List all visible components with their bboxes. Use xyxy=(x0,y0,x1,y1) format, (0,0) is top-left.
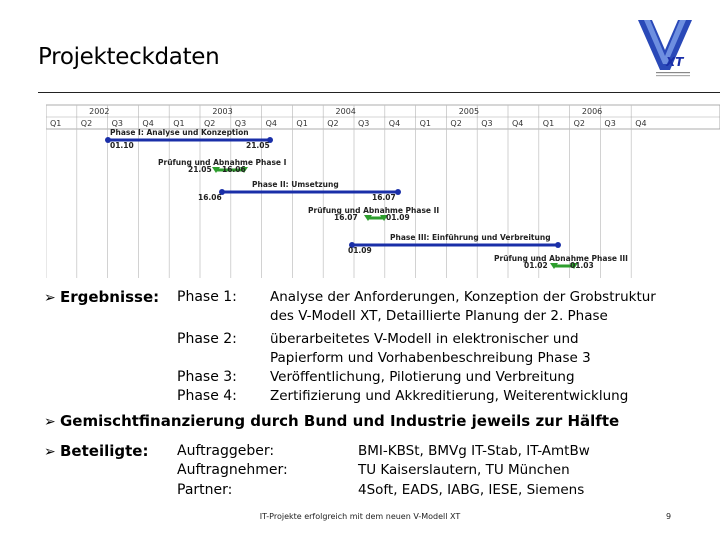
phase-bar-end xyxy=(267,137,273,143)
quarter-label: Q3 xyxy=(235,119,246,128)
ergebnisse-label: Ergebnisse: xyxy=(60,288,160,306)
phase-4-text: Zertifizierung und Akkreditierung, Weite… xyxy=(270,388,629,404)
phase-2-text-line-2: Papierform und Vorhabenbeschreibung Phas… xyxy=(270,350,591,366)
phase-bar-end xyxy=(395,189,401,195)
quarter-label: Q1 xyxy=(50,119,61,128)
partner-role: Partner: xyxy=(177,482,233,498)
phase-1-text-line-1: Analyse der Anforderungen, Konzeption de… xyxy=(270,289,656,305)
quarter-label: Q1 xyxy=(173,119,184,128)
quarter-label: Q1 xyxy=(296,119,307,128)
phase-end-date: 16.06 xyxy=(222,165,246,174)
phase-3-name: Phase 3: xyxy=(177,369,237,385)
milestone-marker xyxy=(240,167,248,173)
year-label: 2005 xyxy=(459,107,479,116)
milestone-marker xyxy=(570,263,578,269)
beteiligte-section: ➢ Beteiligte: xyxy=(44,442,148,462)
phase-4-name: Phase 4: xyxy=(177,388,237,404)
phase-label: Phase II: Umsetzung xyxy=(252,180,339,189)
quarter-label: Q2 xyxy=(81,119,92,128)
year-label: 2006 xyxy=(582,107,602,116)
milestone-marker xyxy=(364,215,372,221)
beteiligte-label: Beteiligte: xyxy=(60,442,149,460)
partner-value: 4Soft, EADS, IABG, IESE, Siemens xyxy=(358,482,585,498)
phase-1-text-line-2: des V-Modell XT, Detaillierte Planung de… xyxy=(270,308,608,324)
timeline-bars: Phase I: Analyse und Konzeption 01.10 21.0… xyxy=(105,128,628,270)
phase-end-date: 01.03 xyxy=(570,261,594,270)
milestone-marker xyxy=(550,263,558,269)
auftraggeber-role: Auftraggeber: xyxy=(177,443,275,459)
v-modell-xt-logo: XT xyxy=(638,20,692,77)
quarter-label: Q4 xyxy=(512,119,523,128)
finanzierung-text: Gemischtfinanzierung durch Bund und Indu… xyxy=(60,412,620,430)
phase-2-text-line-1: überarbeitetes V-Modell in elektronische… xyxy=(270,331,579,347)
logo-subtext: XT xyxy=(665,55,684,69)
arrow-bullet-icon: ➢ xyxy=(44,444,56,460)
ergebnisse-section: ➢ Ergebnisse: xyxy=(44,288,159,308)
quarter-label: Q1 xyxy=(420,119,431,128)
slide-title: Projekteckdaten xyxy=(38,44,220,70)
phase-label: Prüfung und Abnahme Phase II xyxy=(308,206,439,215)
phase-start-date: 01.09 xyxy=(348,246,372,255)
phase-3-text: Veröffentlichung, Pilotierung und Verbre… xyxy=(270,369,575,385)
quarter-label: Q3 xyxy=(112,119,123,128)
page-number: 9 xyxy=(666,512,672,521)
year-label: 2003 xyxy=(212,107,232,116)
milestone-marker xyxy=(380,215,388,221)
project-timeline-chart: 2002 2003 2004 2005 2006 Q1 Q2 Q3 Q4 Q1 Q2 Q3 Q4 Q1 Q… xyxy=(46,104,720,278)
phase-label: Prüfung und Abnahme Phase I xyxy=(158,158,287,167)
phase-1-name: Phase 1: xyxy=(177,289,237,305)
phase-bar-end xyxy=(555,242,561,248)
phase-end-date: 16.07 xyxy=(372,193,396,202)
arrow-bullet-icon: ➢ xyxy=(44,290,56,306)
phase-label: Phase III: Einführung und Verbreitung xyxy=(390,233,551,242)
phase-start-date: 16.07 xyxy=(334,213,358,222)
arrow-bullet-icon: ➢ xyxy=(44,414,56,430)
quarter-label: Q3 xyxy=(358,119,369,128)
auftraggeber-value: BMI-KBSt, BMVg IT-Stab, IT-AmtBw xyxy=(358,443,590,459)
phase-start-date: 21.05 xyxy=(188,165,212,174)
quarter-label: Q4 xyxy=(266,119,277,128)
phase-start-date: 01.02 xyxy=(524,261,548,270)
phase-2-name: Phase 2: xyxy=(177,331,237,347)
quarter-label: Q2 xyxy=(450,119,461,128)
phase-bar-start xyxy=(349,242,355,248)
quarter-label: Q4 xyxy=(389,119,400,128)
phase-end-date: 21.05 xyxy=(246,141,270,150)
phase-bar-start xyxy=(105,137,111,143)
finanzierung-bullet: ➢ Gemischtfinanzierung durch Bund und Ind… xyxy=(44,412,619,432)
auftragnehmer-role: Auftragnehmer: xyxy=(177,462,288,478)
footer-text: IT-Projekte erfolgreich mit dem neuen V-… xyxy=(259,512,461,521)
phase-end-date: 01.09 xyxy=(386,213,410,222)
timeline-years: 2002 2003 2004 2005 2006 xyxy=(89,107,602,116)
quarter-label: Q2 xyxy=(204,119,215,128)
quarter-label: Q2 xyxy=(574,119,585,128)
year-label: 2002 xyxy=(89,107,109,116)
quarter-label: Q3 xyxy=(604,119,615,128)
phase-start-date: 01.10 xyxy=(110,141,134,150)
title-rule xyxy=(38,92,720,93)
year-label: 2004 xyxy=(336,107,356,116)
phase-label: Prüfung und Abnahme Phase III xyxy=(494,254,628,263)
timeline-quarters: Q1 Q2 Q3 Q4 Q1 Q2 Q3 Q4 Q1 Q2 Q3 Q4 Q1 Q2 Q3 Q4 Q1 Q2 Q3 Q4 xyxy=(50,119,647,128)
quarter-label: Q1 xyxy=(543,119,554,128)
auftragnehmer-value: TU Kaiserslautern, TU München xyxy=(358,462,570,478)
phase-start-date: 16.06 xyxy=(198,193,222,202)
quarter-label: Q4 xyxy=(142,119,153,128)
quarter-label: Q2 xyxy=(327,119,338,128)
quarter-label: Q4 xyxy=(635,119,646,128)
phase-label: Phase I: Analyse und Konzeption xyxy=(110,128,249,137)
phase-bar-start xyxy=(219,189,225,195)
milestone-marker xyxy=(212,167,220,173)
quarter-label: Q3 xyxy=(481,119,492,128)
